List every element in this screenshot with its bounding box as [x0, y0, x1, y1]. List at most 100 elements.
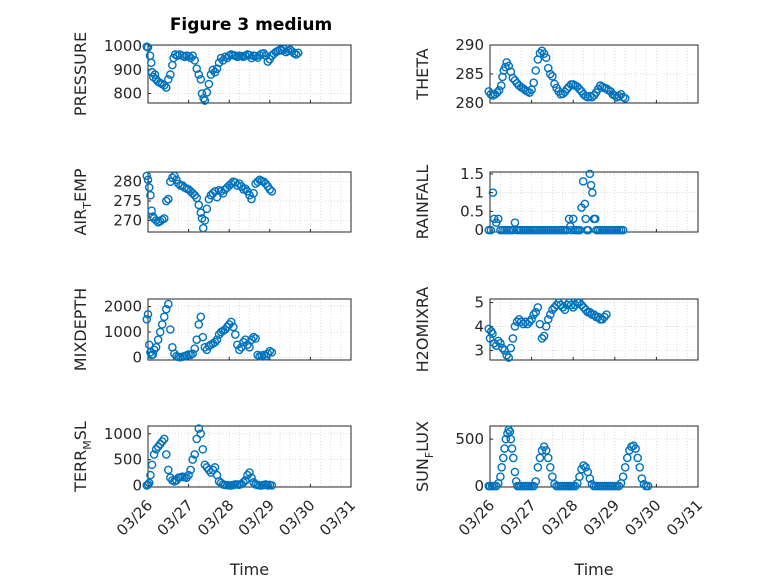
data-point — [508, 453, 518, 463]
data-point — [157, 320, 167, 329]
y-tick-label: 1000 — [104, 37, 142, 55]
data-point — [508, 73, 518, 83]
y-tick-label: 0 — [132, 476, 142, 494]
data-point — [494, 214, 503, 224]
data-point — [486, 225, 496, 235]
data-point — [578, 177, 588, 186]
data-point — [196, 312, 206, 322]
data-point — [166, 70, 175, 79]
y-tick-label: 0.5 — [460, 202, 484, 220]
data-point — [546, 310, 555, 319]
subplot-6: 3 4 5 H2OMIXRA — [413, 287, 699, 372]
data-point — [504, 353, 514, 362]
data-point — [245, 342, 254, 352]
data-point — [143, 43, 153, 52]
data-point — [548, 305, 557, 315]
data-point — [150, 70, 160, 79]
data-point — [586, 180, 596, 190]
data-point — [494, 85, 504, 95]
data-point — [198, 223, 208, 233]
data-point — [255, 50, 264, 60]
data-point — [143, 309, 153, 319]
data-point — [198, 332, 208, 342]
x-tick-label: 03/30 — [275, 496, 318, 539]
data-point — [633, 453, 642, 463]
data-point — [498, 343, 507, 353]
data-point — [247, 473, 256, 482]
data-point — [220, 325, 230, 334]
data-point — [174, 179, 183, 188]
data-point — [192, 434, 202, 444]
data-point — [496, 472, 505, 481]
data-point — [186, 465, 195, 475]
data-point — [501, 434, 511, 444]
y-axis-label: MIXDEPTH — [71, 288, 90, 371]
data-point — [548, 472, 557, 481]
y-tick-label: 500 — [455, 430, 484, 448]
data-point — [200, 460, 210, 470]
data-point — [531, 307, 541, 317]
data-point — [196, 208, 206, 217]
data-point — [159, 312, 169, 322]
data-point — [293, 48, 303, 58]
data-point — [543, 453, 553, 463]
data-point — [575, 472, 584, 481]
axes-box — [147, 298, 352, 361]
data-point — [267, 348, 277, 357]
data-point — [194, 200, 204, 210]
data-point — [590, 214, 600, 224]
data-point — [570, 300, 580, 310]
data-point — [200, 96, 210, 105]
data-point — [161, 83, 171, 92]
data-point — [564, 82, 574, 92]
data-point — [159, 80, 169, 90]
data-point — [546, 69, 555, 79]
data-point — [267, 187, 277, 196]
data-point — [535, 48, 545, 58]
data-point — [580, 199, 590, 209]
data-point — [144, 183, 154, 192]
data-point — [235, 345, 244, 355]
data-point — [548, 72, 557, 81]
x-tick-label: 03/26 — [455, 496, 498, 539]
data-point — [643, 481, 653, 491]
data-point — [251, 334, 260, 343]
data-point — [543, 63, 553, 73]
data-point — [151, 444, 161, 454]
data-point — [575, 298, 584, 307]
data-point — [190, 56, 199, 65]
data-point — [142, 481, 152, 490]
data-point — [200, 216, 210, 225]
data-point — [146, 58, 156, 68]
data-point — [585, 474, 595, 483]
data-point — [537, 334, 547, 343]
data-point — [622, 453, 632, 463]
data-point — [210, 463, 220, 472]
data-point — [600, 312, 609, 322]
data-point — [216, 53, 226, 63]
data-point — [631, 444, 640, 453]
data-point — [243, 340, 252, 350]
data-point — [151, 216, 161, 225]
data-point — [523, 319, 532, 329]
data-point — [494, 336, 503, 346]
data-point — [259, 48, 269, 58]
data-point — [184, 51, 193, 61]
y-tick-label: 275 — [113, 192, 142, 210]
y-tick-label: 0 — [474, 477, 484, 495]
data-point — [202, 204, 212, 214]
data-point — [588, 188, 597, 197]
data-point — [581, 462, 590, 472]
data-point — [541, 446, 551, 455]
data-point — [529, 481, 538, 491]
y-axis-label: THETA — [413, 48, 432, 100]
data-point — [202, 88, 212, 97]
data-point — [568, 214, 578, 224]
data-point — [637, 474, 647, 483]
data-point — [210, 187, 220, 196]
data-point — [541, 322, 551, 331]
data-point — [496, 81, 506, 90]
